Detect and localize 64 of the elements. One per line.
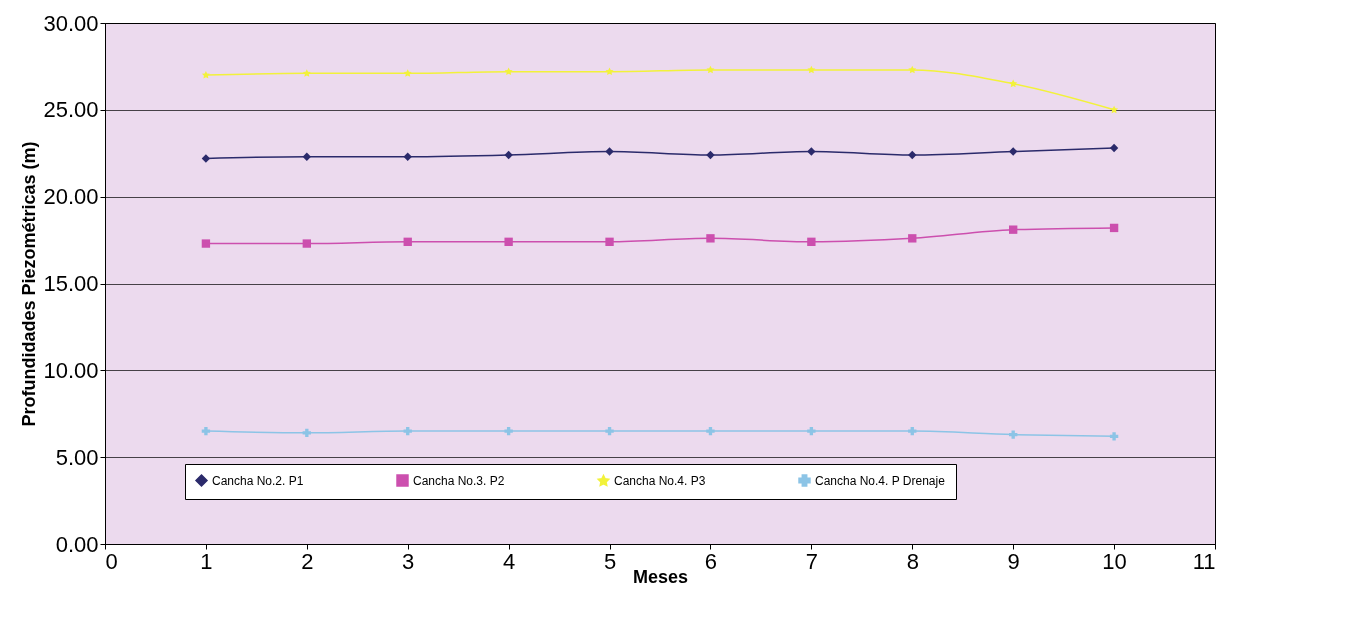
x-tick-label: 0 xyxy=(105,548,118,574)
point xyxy=(706,150,715,160)
x-tick-label: 5 xyxy=(603,548,617,574)
y-tick-label: 10.00 xyxy=(43,357,99,383)
point xyxy=(908,65,917,74)
point xyxy=(908,426,917,436)
point xyxy=(807,237,816,246)
point xyxy=(1009,430,1018,439)
legend-label: Cancha No.4. P3 xyxy=(614,474,706,489)
x-tick-label: 8 xyxy=(906,548,919,574)
x-tick-label: 11 xyxy=(1192,548,1216,574)
point xyxy=(504,426,513,436)
point xyxy=(1109,432,1119,441)
point xyxy=(201,239,211,248)
y-tick-label: 0.00 xyxy=(55,531,99,557)
point xyxy=(302,69,311,77)
point xyxy=(403,152,412,161)
legend-label: Cancha No.4. P Drenaje xyxy=(815,473,946,488)
legend-label: Cancha No.2. P1 xyxy=(212,473,304,488)
point xyxy=(908,234,917,243)
point xyxy=(706,234,715,243)
point xyxy=(1109,223,1119,233)
point xyxy=(504,237,513,246)
point xyxy=(1009,79,1018,88)
point xyxy=(302,428,311,438)
point xyxy=(302,152,311,161)
point xyxy=(302,239,311,248)
point xyxy=(403,426,412,436)
point xyxy=(706,426,715,436)
point xyxy=(403,237,412,246)
x-tick-label: 10 xyxy=(1102,548,1127,574)
point xyxy=(1110,105,1119,114)
legend-label: Cancha No.3. P2 xyxy=(413,473,505,488)
y-axis-title: Profundidades Piezométricas (m) xyxy=(19,141,40,427)
y-tick-label: 15.00 xyxy=(43,271,99,296)
x-tick-label: 1 xyxy=(200,548,213,574)
point xyxy=(706,65,715,74)
x-tick-label: 4 xyxy=(503,548,516,574)
y-tick-label: 5.00 xyxy=(55,444,99,470)
point xyxy=(1009,147,1018,156)
point xyxy=(605,67,614,76)
point xyxy=(504,67,513,76)
point xyxy=(807,147,816,156)
y-tick-label: 30.00 xyxy=(43,10,99,36)
x-axis-title: Meses xyxy=(632,566,689,587)
y-tick-label: 25.00 xyxy=(43,97,99,123)
point xyxy=(908,150,917,160)
point xyxy=(1109,143,1119,153)
point xyxy=(807,426,816,436)
point xyxy=(403,69,412,77)
x-tick-label: 2 xyxy=(301,548,314,574)
x-tick-label: 7 xyxy=(805,548,818,574)
point xyxy=(504,150,513,160)
y-tick-label: 20.00 xyxy=(43,184,99,210)
point xyxy=(605,237,614,246)
point xyxy=(807,65,816,74)
x-tick-label: 3 xyxy=(402,548,415,574)
point xyxy=(1009,225,1018,234)
point xyxy=(201,154,211,163)
x-tick-label: 6 xyxy=(704,548,718,574)
point xyxy=(605,147,614,156)
point xyxy=(605,426,614,436)
point xyxy=(201,426,211,436)
x-tick-label: 9 xyxy=(1007,548,1020,574)
